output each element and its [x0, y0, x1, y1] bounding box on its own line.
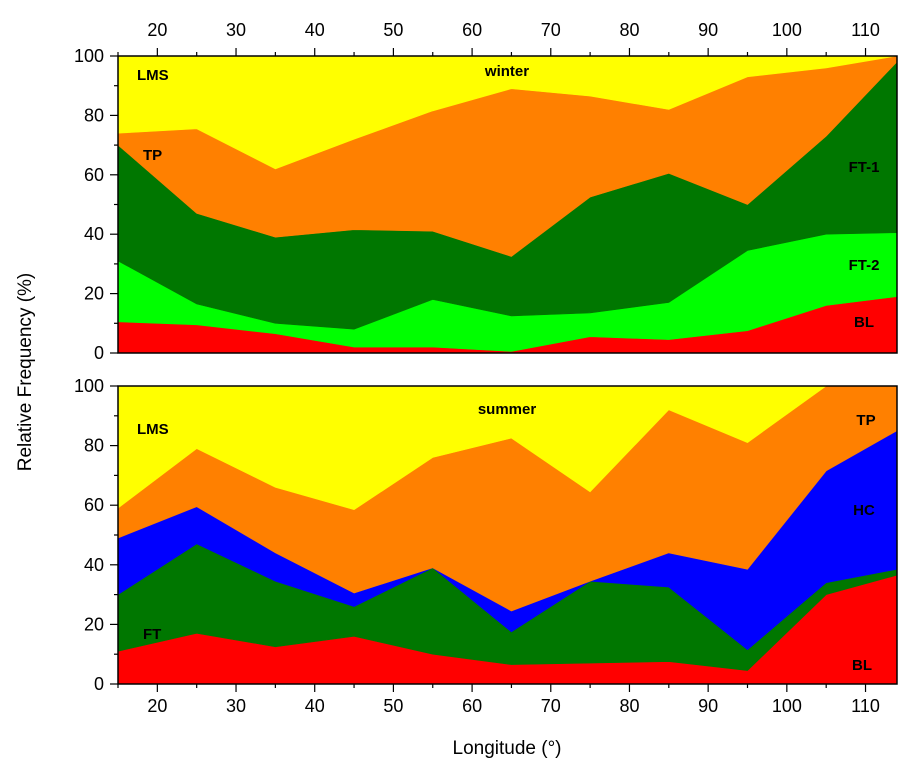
summer-bl-label: BL	[852, 657, 872, 674]
bottom-x-tick-label: 60	[462, 696, 482, 716]
winter-panel: 0 20 40 60 80 100 BL FT-2 FT-1 TP LMS winter	[74, 46, 898, 363]
winter-y-tick-label: 80	[84, 105, 104, 125]
summer-ft-label: FT	[143, 626, 161, 643]
top-x-tick-label: 60	[462, 20, 482, 40]
bottom-x-tick-label: 90	[698, 696, 718, 716]
summer-y-tick-label: 40	[84, 555, 104, 575]
summer-tp-label: TP	[856, 412, 875, 429]
top-x-tick-label: 110	[851, 20, 880, 40]
summer-lms-label: LMS	[137, 421, 169, 438]
bottom-x-tick-label: 70	[541, 696, 561, 716]
summer-y-tick-label: 80	[84, 436, 104, 456]
bottom-x-tick-label: 100	[772, 696, 802, 716]
top-x-tick-label: 40	[305, 20, 325, 40]
bottom-x-tick-label: 50	[383, 696, 403, 716]
winter-panel-title: winter	[484, 63, 529, 80]
summer-y-tick-label: 20	[84, 614, 104, 634]
bottom-x-tick-label: 110	[851, 696, 880, 716]
y-axis-title: Relative Frequency (%)	[15, 273, 36, 472]
top-x-tick-label: 70	[541, 20, 561, 40]
bottom-x-tick-label: 40	[305, 696, 325, 716]
top-x-tick-label: 80	[619, 20, 639, 40]
bottom-x-tick-label: 80	[619, 696, 639, 716]
top-x-tick-label: 30	[226, 20, 246, 40]
top-x-tick-label: 100	[772, 20, 802, 40]
winter-tp-label: TP	[143, 147, 162, 164]
top-x-tick-label: 50	[383, 20, 403, 40]
summer-panel: 0 20 40 60 80 100 BL FT HC TP LMS summer	[74, 376, 898, 694]
winter-ft-1-label: FT-1	[849, 159, 880, 176]
summer-y-tick-label: 60	[84, 495, 104, 515]
winter-ft-2-label: FT-2	[849, 257, 880, 274]
bottom-x-axis: 20 30 40 50 60 70 80 90 100 110	[117, 684, 880, 716]
summer-panel-title: summer	[478, 401, 537, 418]
winter-y-tick-label: 100	[74, 46, 104, 66]
winter-bl-label: BL	[854, 314, 874, 331]
summer-y-tick-label: 100	[74, 376, 104, 396]
bottom-x-tick-label: 30	[226, 696, 246, 716]
winter-lms-label: LMS	[137, 67, 169, 84]
winter-y-tick-label: 0	[94, 343, 104, 363]
bottom-x-tick-label: 20	[147, 696, 167, 716]
top-x-tick-label: 90	[698, 20, 718, 40]
winter-y-tick-label: 60	[84, 165, 104, 185]
summer-hc-label: HC	[853, 502, 875, 519]
winter-y-tick-label: 40	[84, 224, 104, 244]
top-x-tick-label: 20	[147, 20, 167, 40]
top-x-axis: 20 30 40 50 60 70 80 90 100 110	[117, 20, 880, 56]
winter-y-tick-label: 20	[84, 284, 104, 304]
x-axis-title: Longitude (°)	[453, 738, 562, 759]
summer-y-tick-label: 0	[94, 674, 104, 694]
